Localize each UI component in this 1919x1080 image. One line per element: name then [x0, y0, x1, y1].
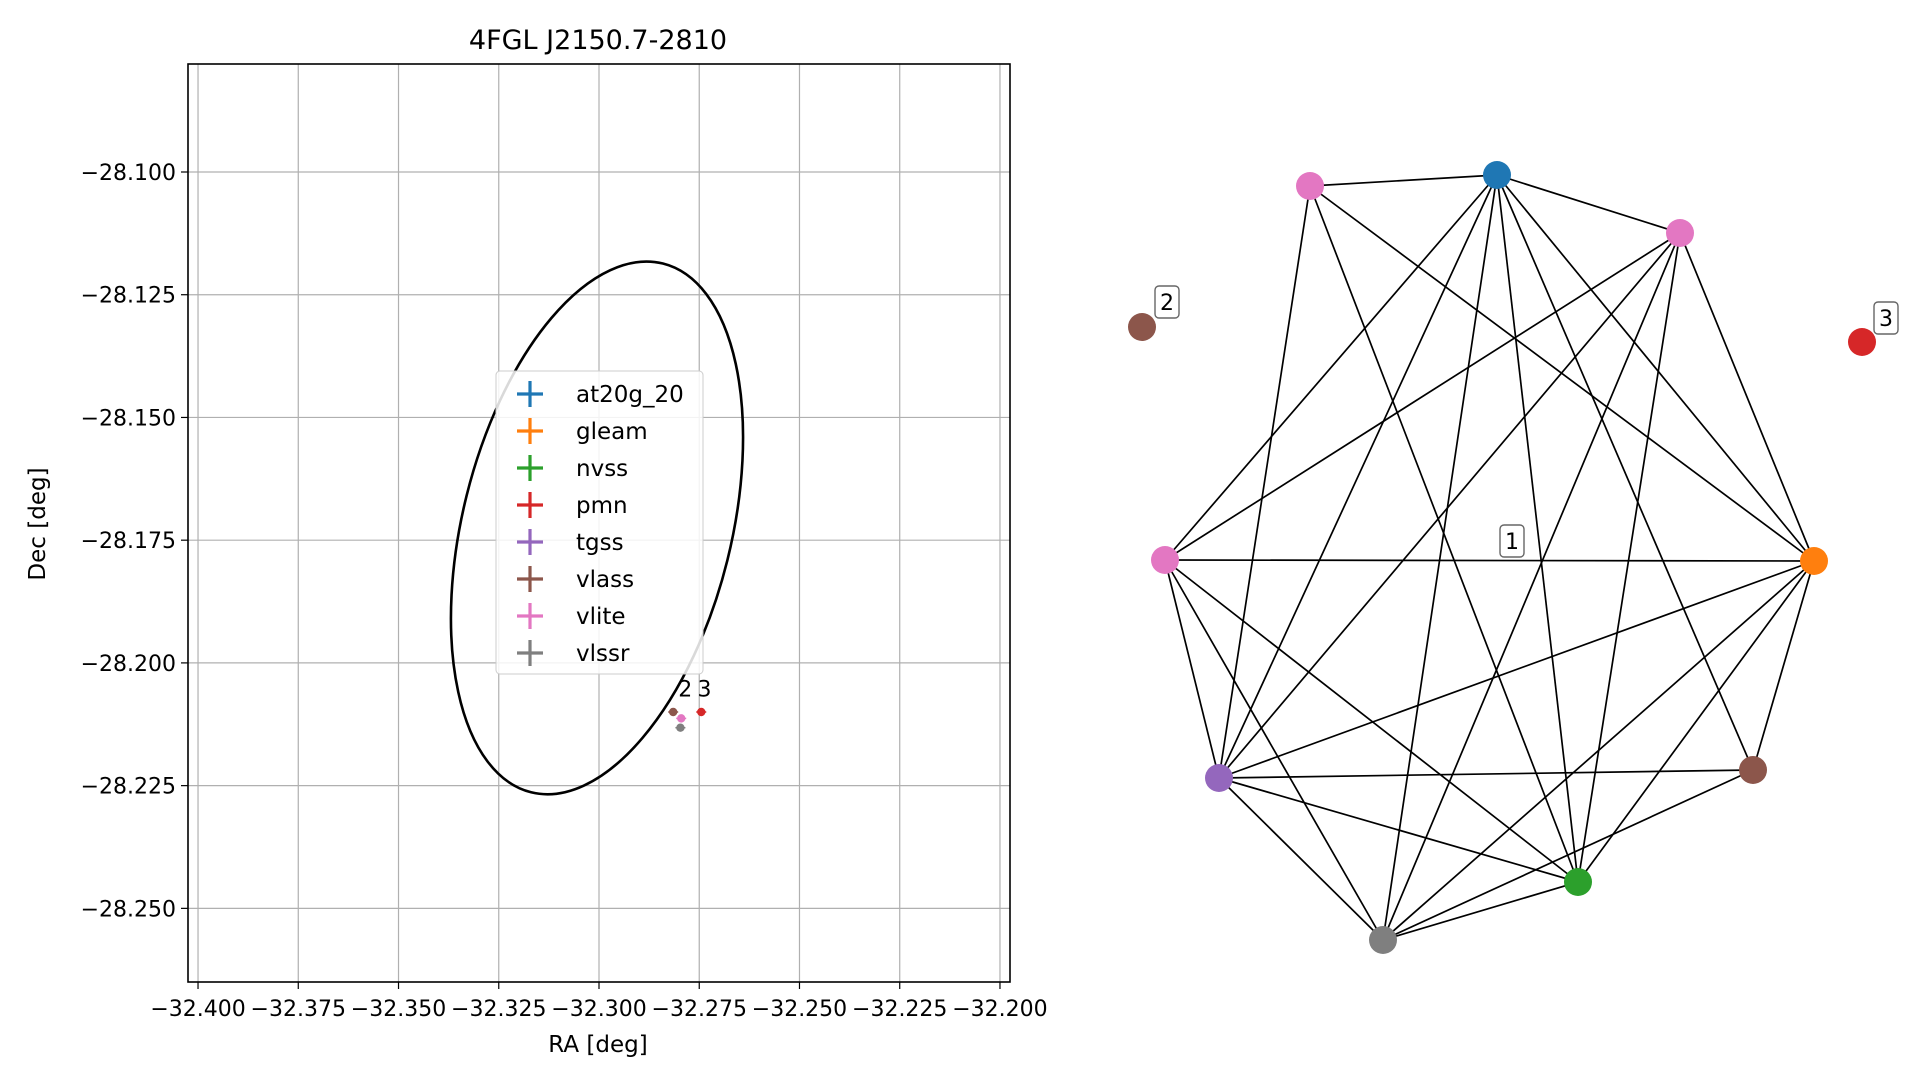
x-axis-label: RA [deg]: [548, 1032, 647, 1058]
uncertainty-ellipse-shape: [449, 260, 745, 796]
edge-vlite_a-nvss: [1309, 185, 1579, 883]
x-tick-label: −32.300: [551, 997, 646, 1022]
x-tick-label: −32.275: [652, 997, 747, 1022]
y-tick-label: −28.225: [81, 775, 176, 800]
point-annotation: 3: [697, 677, 711, 702]
data-point-vlass: [668, 707, 678, 717]
y-tick-label: −28.200: [81, 652, 176, 677]
scatter-points: [668, 707, 707, 732]
legend-label-gleam: gleam: [576, 419, 648, 445]
uncertainty-ellipse: [449, 260, 745, 796]
edge-at20g_20-vlite_c: [1164, 174, 1498, 561]
edge-vlite_c-tgss: [1164, 559, 1220, 779]
edge-at20g_20-vlite_a: [1309, 174, 1498, 187]
cluster-label-box: [1154, 285, 1180, 319]
edge-vlite_b-tgss: [1218, 232, 1681, 779]
edge-at20g_20-tgss: [1218, 174, 1498, 779]
y-tick-label: −28.175: [81, 529, 176, 554]
x-tick-label: −32.225: [852, 997, 947, 1022]
edge-gleam-vlass_main: [1752, 560, 1815, 771]
node-vlssr: [1369, 926, 1397, 954]
data-point-vlite: [677, 714, 686, 723]
cluster-label: 2: [1160, 291, 1174, 316]
y-axis-label: Dec [deg]: [25, 467, 51, 580]
x-tick-label: −32.375: [251, 997, 346, 1022]
edge-at20g_20-vlass_main: [1496, 174, 1754, 771]
node-nvss: [1564, 868, 1592, 896]
legend-label-vlssr: vlssr: [576, 641, 630, 667]
edge-vlite_b-vlssr: [1382, 232, 1681, 941]
x-tick-label: −32.400: [150, 997, 245, 1022]
scatter-title: 4FGL J2150.7-2810: [469, 25, 727, 56]
node-vlass_main: [1739, 756, 1767, 784]
node-vlite_a: [1296, 172, 1324, 200]
edge-gleam-nvss: [1577, 560, 1815, 883]
edge-gleam-vlssr: [1382, 560, 1815, 941]
edge-tgss-nvss: [1218, 777, 1579, 883]
legend-box: [495, 370, 704, 675]
cluster-label-box: [1499, 524, 1525, 558]
edge-vlite_c-nvss: [1164, 559, 1579, 883]
edge-at20g_20-nvss: [1496, 174, 1579, 883]
node-tgss: [1205, 764, 1233, 792]
point-annotation: 2: [678, 677, 692, 702]
legend-label-vlite: vlite: [576, 604, 626, 630]
edge-vlite_b-nvss: [1577, 232, 1681, 883]
node-gleam: [1800, 547, 1828, 575]
legend-label-pmn: pmn: [576, 493, 628, 519]
data-point-vlssr: [676, 723, 685, 732]
legend-label-tgss: tgss: [576, 530, 624, 556]
x-tick-label: −32.350: [351, 997, 446, 1022]
network-cluster-labels: 1 2 3: [1154, 285, 1899, 558]
edge-nvss-vlssr: [1382, 881, 1579, 941]
y-tick-label: −28.150: [81, 406, 176, 431]
edge-tgss-vlssr: [1218, 777, 1384, 941]
y-tick-label: −28.125: [81, 284, 176, 309]
edge-vlite_c-vlssr: [1164, 559, 1384, 941]
cluster-label: 3: [1879, 307, 1893, 332]
legend-label-at20g_20: at20g_20: [576, 382, 684, 408]
edge-vlite_b-gleam: [1679, 232, 1815, 562]
edge-tgss-vlass_main: [1218, 769, 1754, 779]
cluster-label-box: [1873, 301, 1899, 335]
node-vlite_b: [1666, 219, 1694, 247]
legend-label-vlass: vlass: [576, 567, 634, 593]
cluster-label: 1: [1505, 530, 1519, 555]
scatter-ticks: −32.400 −32.375 −32.350 −32.325 −32.300 −32.2…: [81, 161, 1048, 1022]
network-graph: 1 2 3: [1128, 161, 1899, 954]
node-at20g_20: [1483, 161, 1511, 189]
network-edges: [1164, 174, 1815, 941]
legend-label-nvss: nvss: [576, 456, 628, 482]
edge-gleam-vlite_c: [1164, 559, 1815, 562]
edge-at20g_20-vlite_b: [1496, 174, 1681, 234]
y-tick-label: −28.250: [81, 897, 176, 922]
edge-at20g_20-gleam: [1496, 174, 1815, 562]
node-pmn: [1848, 328, 1876, 356]
network-nodes: [1128, 161, 1876, 954]
x-tick-label: −32.200: [952, 997, 1047, 1022]
x-tick-label: −32.325: [451, 997, 546, 1022]
edge-vlite_b-vlite_c: [1164, 232, 1681, 561]
node-vlite_c: [1151, 546, 1179, 574]
edge-vlass_main-vlssr: [1382, 769, 1754, 941]
edge-at20g_20-vlssr: [1382, 174, 1498, 941]
data-point-pmn: [697, 707, 706, 717]
x-tick-label: −32.250: [752, 997, 847, 1022]
edge-gleam-tgss: [1218, 560, 1815, 779]
y-tick-label: −28.100: [81, 161, 176, 186]
node-vlass_2: [1128, 313, 1156, 341]
